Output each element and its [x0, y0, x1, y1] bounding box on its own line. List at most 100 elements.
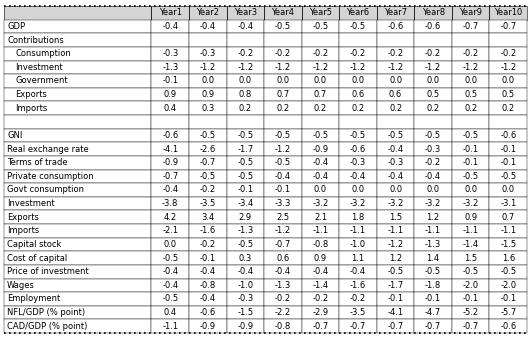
Bar — [490, 197, 527, 210]
Bar — [264, 319, 302, 333]
Bar — [377, 115, 414, 129]
Bar — [302, 88, 339, 101]
Bar — [189, 265, 227, 278]
Text: 1.8: 1.8 — [352, 213, 365, 222]
Text: -0.6: -0.6 — [500, 322, 516, 331]
Text: -0.4: -0.4 — [200, 22, 216, 31]
Bar — [414, 265, 452, 278]
Bar — [151, 319, 189, 333]
Bar — [452, 251, 490, 265]
Text: -1.3: -1.3 — [275, 281, 291, 290]
Text: -2.6: -2.6 — [200, 145, 216, 154]
Text: Exports: Exports — [7, 213, 39, 222]
Text: -0.2: -0.2 — [200, 240, 216, 249]
Text: -0.5: -0.5 — [312, 131, 329, 140]
Text: 2.1: 2.1 — [314, 213, 327, 222]
Bar — [339, 210, 377, 224]
Text: -3.8: -3.8 — [162, 199, 178, 208]
Bar — [377, 156, 414, 170]
Text: Imports: Imports — [15, 104, 47, 113]
Bar — [339, 20, 377, 33]
Bar — [414, 292, 452, 306]
Bar — [490, 238, 527, 251]
Text: -3.4: -3.4 — [237, 199, 253, 208]
Bar — [302, 224, 339, 238]
Text: Year2: Year2 — [196, 8, 219, 17]
Bar — [151, 265, 189, 278]
Bar — [339, 319, 377, 333]
Bar — [302, 170, 339, 183]
Bar — [414, 238, 452, 251]
Bar — [151, 6, 189, 20]
Text: 0.2: 0.2 — [276, 104, 289, 113]
Bar — [227, 61, 264, 74]
Bar — [189, 33, 227, 47]
Text: -0.5: -0.5 — [200, 131, 216, 140]
Text: -0.5: -0.5 — [350, 22, 366, 31]
Bar — [264, 170, 302, 183]
Bar — [189, 170, 227, 183]
Text: -1.6: -1.6 — [200, 226, 216, 235]
Bar — [227, 197, 264, 210]
Bar — [452, 142, 490, 156]
Bar — [151, 238, 189, 251]
Text: -5.2: -5.2 — [463, 308, 479, 317]
Bar — [452, 47, 490, 61]
Bar — [189, 210, 227, 224]
Bar — [377, 183, 414, 197]
Bar — [189, 156, 227, 170]
Text: -2.0: -2.0 — [500, 281, 516, 290]
Text: 2.5: 2.5 — [276, 213, 289, 222]
Text: Year3: Year3 — [234, 8, 257, 17]
Bar — [4, 319, 151, 333]
Text: -0.5: -0.5 — [388, 131, 404, 140]
Bar — [151, 101, 189, 115]
Text: 0.2: 0.2 — [502, 104, 515, 113]
Bar — [377, 88, 414, 101]
Bar — [490, 115, 527, 129]
Bar — [377, 101, 414, 115]
Bar — [339, 170, 377, 183]
Text: 0.9: 0.9 — [314, 253, 327, 263]
Text: -3.2: -3.2 — [350, 199, 366, 208]
Bar — [490, 129, 527, 142]
Bar — [189, 319, 227, 333]
Text: -0.1: -0.1 — [388, 295, 404, 303]
Bar — [4, 88, 151, 101]
Bar — [264, 115, 302, 129]
Bar — [302, 115, 339, 129]
Bar — [452, 265, 490, 278]
Bar — [490, 6, 527, 20]
Text: -0.4: -0.4 — [425, 172, 441, 181]
Bar — [414, 306, 452, 319]
Bar — [339, 224, 377, 238]
Text: 0.0: 0.0 — [276, 76, 289, 86]
Bar — [302, 142, 339, 156]
Bar — [414, 183, 452, 197]
Text: Year5: Year5 — [309, 8, 332, 17]
Text: 0.0: 0.0 — [464, 185, 477, 194]
Text: -0.1: -0.1 — [500, 158, 516, 167]
Bar — [264, 47, 302, 61]
Bar — [339, 33, 377, 47]
Text: -0.4: -0.4 — [162, 267, 178, 276]
Bar — [339, 156, 377, 170]
Bar — [264, 224, 302, 238]
Bar — [339, 115, 377, 129]
Text: -0.6: -0.6 — [425, 22, 441, 31]
Text: -5.7: -5.7 — [500, 308, 516, 317]
Text: Year9: Year9 — [459, 8, 482, 17]
Text: 0.5: 0.5 — [502, 90, 515, 99]
Text: -0.8: -0.8 — [275, 322, 291, 331]
Bar — [377, 319, 414, 333]
Bar — [227, 183, 264, 197]
Text: -0.5: -0.5 — [463, 131, 479, 140]
Text: 3.4: 3.4 — [201, 213, 215, 222]
Bar — [377, 265, 414, 278]
Text: 0.6: 0.6 — [352, 90, 365, 99]
Text: 0.0: 0.0 — [464, 76, 477, 86]
Text: -3.3: -3.3 — [275, 199, 291, 208]
Bar — [227, 142, 264, 156]
Bar — [302, 183, 339, 197]
Bar — [151, 115, 189, 129]
